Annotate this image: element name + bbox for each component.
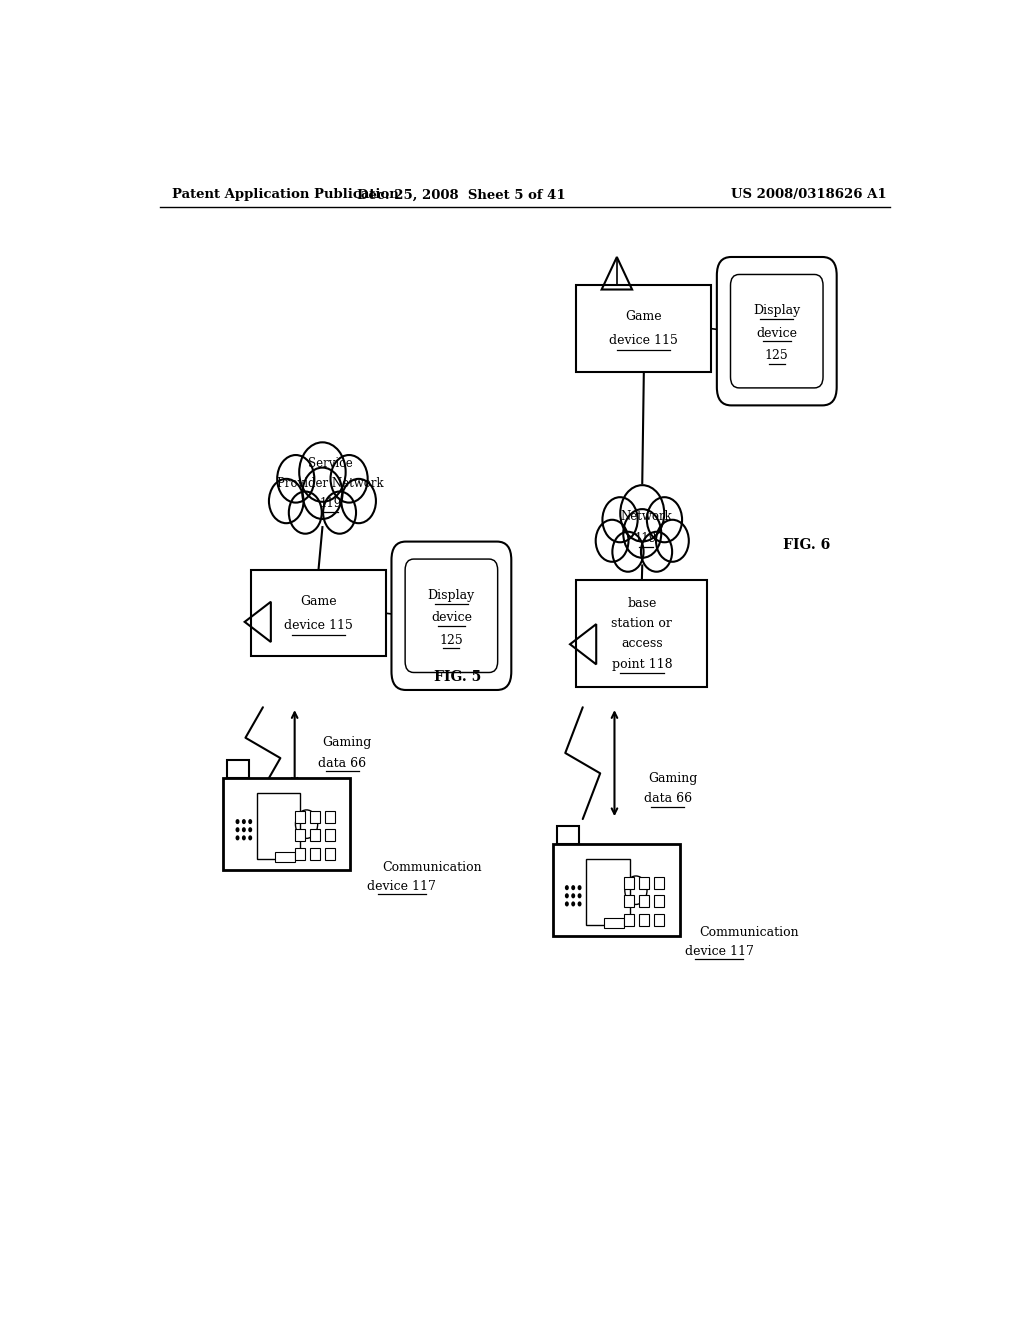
Circle shape (565, 902, 569, 907)
FancyBboxPatch shape (391, 541, 511, 690)
Text: device 115: device 115 (609, 334, 678, 347)
Circle shape (624, 510, 662, 558)
Circle shape (278, 455, 314, 503)
Bar (309, 829, 321, 841)
Bar (257, 793, 300, 859)
Circle shape (242, 818, 246, 824)
Circle shape (242, 828, 246, 833)
Bar (325, 847, 335, 859)
Text: Service: Service (308, 457, 352, 470)
Circle shape (302, 467, 342, 519)
Text: 125: 125 (439, 634, 463, 647)
Text: access: access (621, 638, 663, 651)
Text: Network: Network (621, 510, 672, 523)
Bar (624, 913, 634, 925)
Circle shape (571, 902, 575, 907)
Circle shape (299, 442, 346, 502)
Text: base: base (627, 597, 656, 610)
Text: Communication: Communication (699, 927, 799, 940)
Bar (295, 847, 305, 859)
Circle shape (647, 498, 682, 543)
Circle shape (248, 836, 252, 841)
Text: device 117: device 117 (368, 879, 436, 892)
Bar (251, 570, 386, 656)
Circle shape (341, 479, 376, 523)
Bar (654, 876, 665, 890)
Text: FIG. 5: FIG. 5 (434, 669, 481, 684)
Circle shape (565, 886, 569, 890)
Text: US 2008/0318626 A1: US 2008/0318626 A1 (731, 189, 887, 202)
Text: Display: Display (428, 589, 475, 602)
Circle shape (236, 818, 240, 824)
Bar (553, 845, 680, 936)
FancyBboxPatch shape (717, 257, 837, 405)
Circle shape (248, 828, 252, 833)
Circle shape (656, 520, 689, 562)
Circle shape (242, 836, 246, 841)
Bar (309, 847, 321, 859)
Bar (577, 285, 712, 372)
Bar (624, 895, 634, 907)
Bar (604, 917, 624, 928)
Bar (309, 810, 321, 824)
Circle shape (578, 902, 582, 907)
Bar (325, 810, 335, 824)
Circle shape (331, 455, 368, 503)
Circle shape (289, 491, 322, 533)
Bar (557, 826, 579, 845)
Text: Provider Network: Provider Network (278, 477, 384, 490)
Circle shape (565, 894, 569, 899)
Circle shape (571, 894, 575, 899)
Circle shape (236, 828, 240, 833)
Bar (639, 895, 649, 907)
Bar (223, 779, 350, 870)
Bar (639, 913, 649, 925)
Circle shape (571, 886, 575, 890)
Text: Dec. 25, 2008  Sheet 5 of 41: Dec. 25, 2008 Sheet 5 of 41 (357, 189, 565, 202)
Text: 119: 119 (635, 532, 657, 545)
Bar (654, 895, 665, 907)
Text: Communication: Communication (382, 862, 481, 874)
Bar (586, 859, 630, 925)
Circle shape (578, 894, 582, 899)
Circle shape (621, 486, 665, 541)
Text: Patent Application Publication: Patent Application Publication (172, 189, 398, 202)
Bar (325, 829, 335, 841)
Text: Game: Game (626, 310, 663, 323)
Text: FIG. 6: FIG. 6 (783, 537, 830, 552)
Circle shape (269, 479, 303, 523)
Bar (295, 810, 305, 824)
Text: Gaming: Gaming (648, 772, 697, 785)
Text: 119: 119 (319, 498, 341, 511)
Text: data 66: data 66 (318, 756, 367, 770)
Circle shape (602, 498, 638, 543)
Text: device: device (431, 611, 472, 624)
Text: device 117: device 117 (685, 945, 754, 958)
Text: Gaming: Gaming (323, 737, 372, 750)
Text: device 115: device 115 (284, 619, 353, 632)
Circle shape (596, 520, 629, 562)
Text: Display: Display (753, 305, 801, 317)
Bar (274, 851, 295, 862)
Bar (227, 760, 250, 779)
Circle shape (641, 532, 672, 572)
Bar (654, 913, 665, 925)
Circle shape (324, 491, 356, 533)
Circle shape (578, 886, 582, 890)
Text: point 118: point 118 (611, 657, 672, 671)
Bar (577, 581, 708, 686)
Text: 125: 125 (765, 348, 788, 362)
Bar (624, 876, 634, 890)
Text: data 66: data 66 (644, 792, 691, 805)
Circle shape (236, 836, 240, 841)
Circle shape (612, 532, 643, 572)
Bar (639, 876, 649, 890)
Circle shape (248, 818, 252, 824)
Text: Game: Game (300, 594, 337, 607)
Bar (295, 829, 305, 841)
Text: device: device (757, 327, 798, 339)
Text: station or: station or (611, 616, 673, 630)
